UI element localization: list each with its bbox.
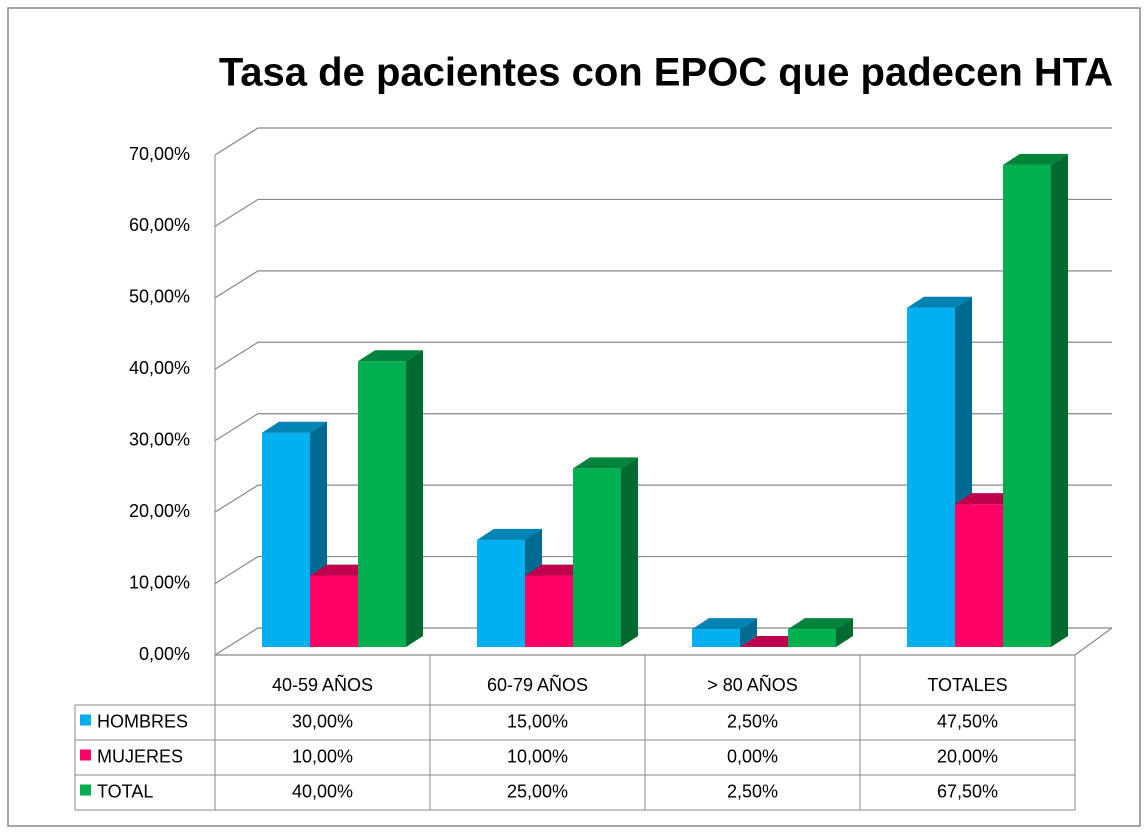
bar (358, 361, 406, 647)
x-tick-label: 40-59 AÑOS (272, 674, 373, 695)
table-cell: 10,00% (292, 746, 353, 766)
legend-label: HOMBRES (97, 711, 188, 731)
table-cell: 2,50% (727, 781, 778, 801)
bar (310, 575, 358, 647)
grid-line (214, 484, 1112, 513)
bar (907, 307, 955, 647)
bar (262, 432, 310, 647)
y-tick-label: 60,00% (129, 215, 190, 235)
table-cell: 0,00% (727, 746, 778, 766)
x-tick-label: 60-79 AÑOS (487, 674, 588, 695)
bar (573, 468, 621, 647)
chart-title: Tasa de pacientes con EPOC que padecen H… (219, 51, 1113, 95)
bar (1003, 164, 1051, 647)
bar-top (1003, 153, 1068, 165)
grid-line (214, 198, 1112, 227)
table-cell: 67,50% (937, 781, 998, 801)
table-cell: 30,00% (292, 711, 353, 731)
bar-side (406, 350, 423, 647)
bar-side (740, 618, 757, 647)
bar (788, 629, 836, 647)
bar-top (358, 350, 423, 362)
y-tick-label: 30,00% (129, 429, 190, 449)
y-tick-label: 50,00% (129, 287, 190, 307)
table-cell: 47,50% (937, 711, 998, 731)
grid-line (214, 555, 1112, 585)
y-tick-label: 20,00% (129, 501, 190, 521)
bar (692, 629, 740, 647)
table-cell: 2,50% (727, 711, 778, 731)
y-tick-label: 70,00% (129, 144, 190, 164)
grid-line (214, 127, 1112, 156)
bar (525, 575, 573, 647)
legend-label: TOTAL (97, 781, 153, 801)
table-cell: 10,00% (507, 746, 568, 766)
y-tick-label: 0,00% (139, 644, 190, 664)
bar-side (1051, 153, 1068, 647)
table-cell: 25,00% (507, 781, 568, 801)
legend-swatch (80, 714, 91, 726)
bar-top (907, 296, 972, 308)
bar-top (692, 618, 757, 630)
bar-side (836, 618, 853, 647)
x-tick-label: TOTALES (927, 675, 1007, 695)
bar-side (621, 457, 638, 647)
legend-swatch (80, 749, 91, 761)
table-cell: 20,00% (937, 746, 998, 766)
grid-line (214, 270, 1112, 299)
legend-label: MUJERES (97, 746, 183, 766)
bar-top (788, 618, 853, 630)
legend-swatch (80, 784, 91, 796)
table-cell: 15,00% (507, 711, 568, 731)
y-tick-label: 40,00% (129, 358, 190, 378)
grid-line (214, 413, 1112, 442)
bar-top (573, 457, 638, 469)
bar (477, 539, 525, 647)
bar-top (477, 528, 542, 540)
bar-top (262, 421, 327, 433)
grid-line (214, 341, 1112, 370)
bar (955, 504, 1003, 647)
y-tick-label: 10,00% (129, 572, 190, 592)
x-tick-label: > 80 AÑOS (707, 674, 798, 695)
table-cell: 40,00% (292, 781, 353, 801)
